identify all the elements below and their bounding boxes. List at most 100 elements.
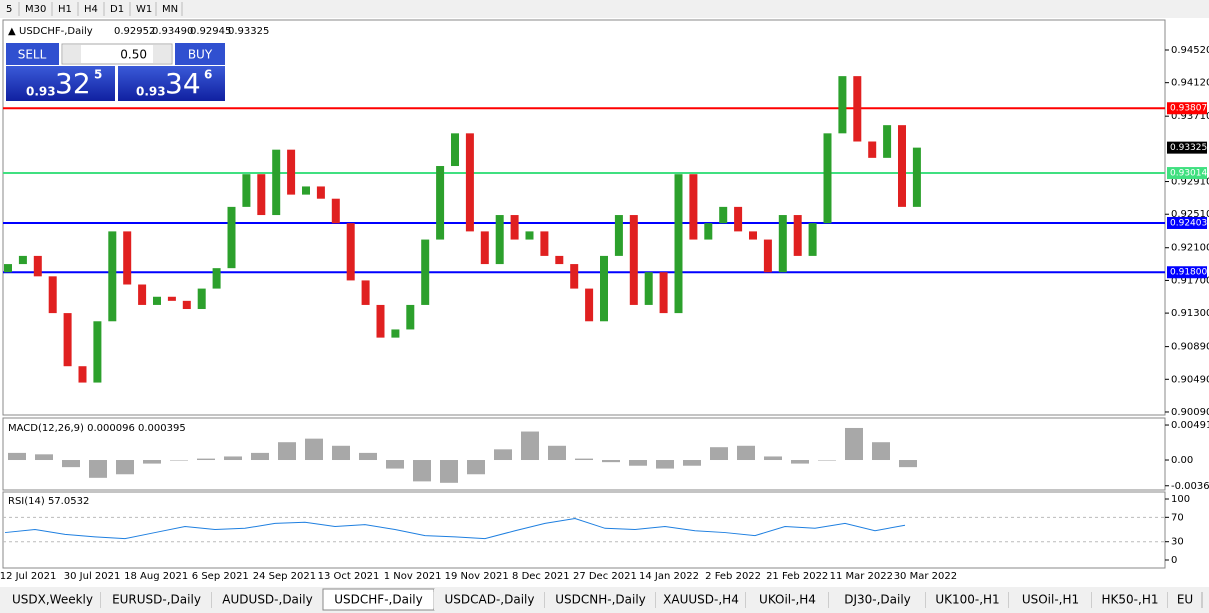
candle <box>898 125 906 207</box>
sell-price-box[interactable] <box>6 66 115 101</box>
tab-label[interactable]: USDCNH-,Daily <box>555 593 646 607</box>
candle <box>629 215 638 305</box>
tab-label[interactable]: USDCAD-,Daily <box>445 593 535 607</box>
candle <box>689 174 698 240</box>
x-tick-label: 18 Aug 2021 <box>124 571 188 582</box>
macd-bar <box>899 460 917 468</box>
candle <box>465 133 474 232</box>
tab[interactable] <box>926 589 1009 610</box>
tab[interactable] <box>1092 589 1168 610</box>
timeframe-button[interactable]: D1 <box>110 4 124 15</box>
y-tick-label: 0.90090 <box>1171 407 1209 418</box>
candle <box>719 206 728 224</box>
macd-bar <box>872 442 890 461</box>
timeframe-button[interactable]: M30 <box>25 4 46 15</box>
tab-label[interactable]: UKOil-,H4 <box>759 593 816 607</box>
timeframe-button[interactable]: MN <box>162 4 178 15</box>
buy-prefix[interactable]: 0.93 <box>136 85 166 99</box>
candle <box>78 366 87 383</box>
tab[interactable] <box>829 589 926 610</box>
macd-bar <box>386 460 404 469</box>
y-tick-label: 0.93710 <box>1171 111 1209 122</box>
candle <box>853 76 862 142</box>
buy-price-box[interactable] <box>118 66 225 101</box>
y-tick-label: 0.90890 <box>1171 342 1209 353</box>
macd-bar <box>197 458 215 461</box>
tab[interactable] <box>545 589 656 610</box>
sell-big[interactable]: 32 <box>55 67 91 100</box>
candle <box>540 231 549 256</box>
macd-bar <box>278 442 296 461</box>
tab-label[interactable]: EURUSD-,Daily <box>112 593 201 607</box>
x-tick-label: 21 Feb 2022 <box>766 571 828 582</box>
candle <box>644 272 653 305</box>
candle <box>614 215 623 256</box>
ohlc-open: 0.92952 <box>114 26 155 37</box>
lot-up[interactable] <box>153 45 171 63</box>
ohlc-high: 0.93490 <box>152 26 193 37</box>
buy-big[interactable]: 34 <box>165 67 201 100</box>
buy-button[interactable] <box>175 43 225 65</box>
ohlc-low: 0.92945 <box>190 26 231 37</box>
level-label-box <box>1167 266 1207 279</box>
y-tick-label: 0.91700 <box>1171 275 1209 286</box>
tab-label[interactable]: UK100-,H1 <box>935 593 999 607</box>
tab[interactable] <box>101 589 212 610</box>
current-price-box <box>1167 141 1207 154</box>
timeframe-button[interactable]: H4 <box>84 4 98 15</box>
macd-bar <box>440 460 458 483</box>
sell-prefix[interactable]: 0.93 <box>26 85 56 99</box>
candle <box>763 239 772 273</box>
lot-value[interactable]: 0.50 <box>120 48 147 62</box>
buy-label[interactable]: BUY <box>188 48 213 62</box>
timeframe-button[interactable]: W1 <box>136 4 152 15</box>
y-tick-label: 70 <box>1171 512 1184 523</box>
y-tick-label: 0.91300 <box>1171 308 1209 319</box>
candle <box>421 239 430 305</box>
candle <box>793 215 802 256</box>
sell-label[interactable]: SELL <box>18 48 47 62</box>
buy-small[interactable]: 6 <box>204 68 212 82</box>
lot-input[interactable] <box>61 43 173 65</box>
candle <box>18 255 27 265</box>
candle <box>674 174 683 314</box>
sell-button[interactable] <box>6 43 59 65</box>
candle <box>331 198 340 224</box>
candle <box>525 231 534 240</box>
timeframe-button[interactable]: H1 <box>58 4 72 15</box>
x-tick-label: 27 Dec 2021 <box>573 571 637 582</box>
tab-label[interactable]: DJ30-,Daily <box>844 593 911 607</box>
tab-label[interactable]: EU <box>1177 593 1193 607</box>
timeframe-button[interactable]: 5 <box>6 4 12 15</box>
tab-label[interactable]: XAUUSD-,H4 <box>663 593 739 607</box>
tab[interactable] <box>212 589 323 610</box>
x-tick-label: 30 Jul 2021 <box>64 571 121 582</box>
tab-label[interactable]: AUDUSD-,Daily <box>222 593 312 607</box>
macd-bar <box>575 458 593 461</box>
lot-down[interactable] <box>63 45 81 63</box>
tab[interactable] <box>1009 589 1092 610</box>
rsi-title: RSI(14) 57.0532 <box>8 496 89 507</box>
tab-label[interactable]: HK50-,H1 <box>1102 593 1159 607</box>
sell-small[interactable]: 5 <box>94 68 102 82</box>
tab[interactable] <box>746 589 829 610</box>
tab[interactable] <box>4 589 101 610</box>
symbol-label: USDCHF-,Daily <box>19 26 93 37</box>
candle <box>406 304 415 330</box>
y-tick-label: 100 <box>1171 494 1190 505</box>
tab[interactable] <box>656 589 746 610</box>
tab-label[interactable]: USOil-,H1 <box>1022 593 1079 607</box>
macd-bar <box>548 445 566 461</box>
tab[interactable] <box>434 589 545 610</box>
macd-bar <box>656 460 674 469</box>
tab[interactable] <box>1168 589 1202 610</box>
x-tick-label: 30 Mar 2022 <box>894 571 957 582</box>
macd-bar <box>143 460 161 464</box>
candle <box>838 76 847 134</box>
rsi-panel <box>2 491 1166 569</box>
y-tick-label: 0 <box>1171 555 1177 566</box>
tab-label[interactable]: USDCHF-,Daily <box>334 593 422 607</box>
tab-label[interactable]: USDX,Weekly <box>12 593 93 607</box>
level-label: 0.93014 <box>1170 169 1207 179</box>
candle <box>868 141 877 158</box>
